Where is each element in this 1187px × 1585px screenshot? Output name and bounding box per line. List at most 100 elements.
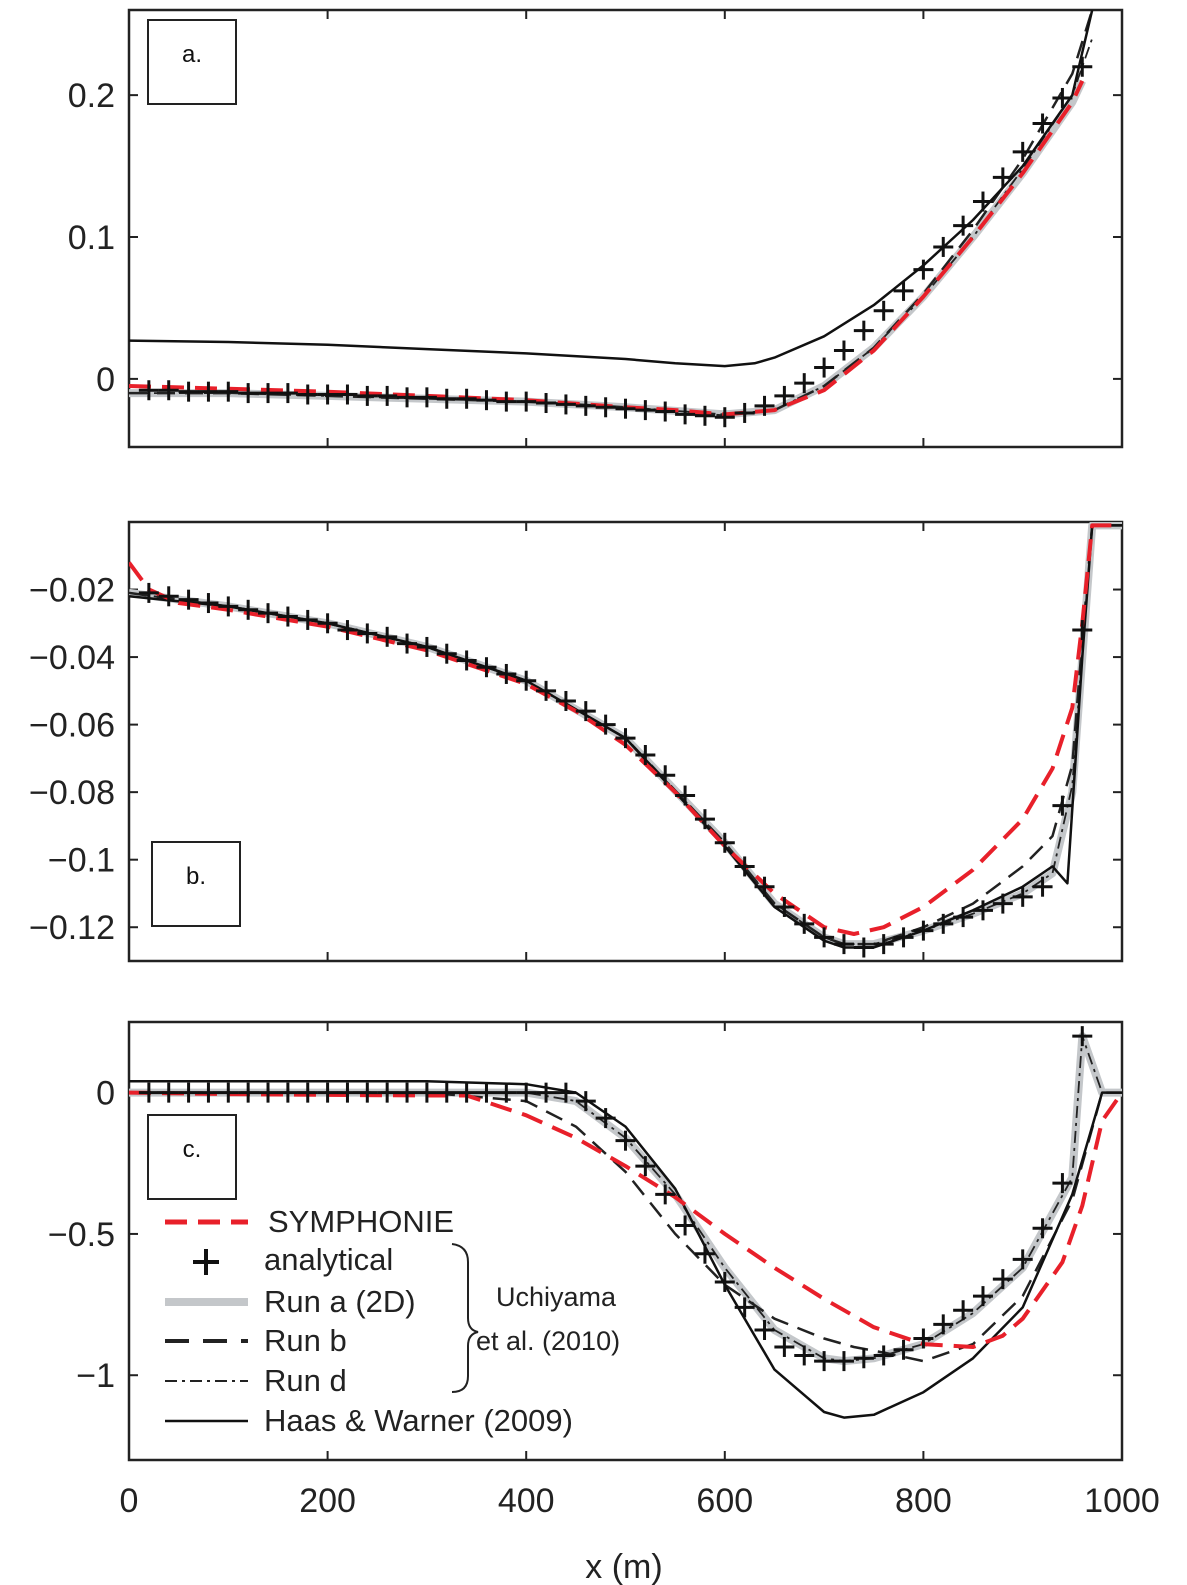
series-group bbox=[129, 10, 1094, 428]
analytical-point bbox=[1032, 876, 1053, 897]
analytical-point bbox=[238, 1082, 259, 1103]
analytical-point bbox=[536, 680, 557, 701]
x-tick-label: 600 bbox=[696, 1482, 753, 1520]
y-tick-label: −0.5 bbox=[48, 1216, 115, 1254]
y-tick-label: −0.12 bbox=[29, 909, 115, 947]
analytical-point bbox=[218, 596, 239, 617]
analytical-point bbox=[714, 832, 735, 853]
analytical-point bbox=[1052, 1173, 1073, 1194]
analytical-point bbox=[1012, 141, 1033, 162]
analytical-point bbox=[456, 650, 477, 671]
analytical-point bbox=[436, 1082, 457, 1103]
y-tick-label: 0.2 bbox=[68, 77, 115, 115]
analytical-point bbox=[675, 1215, 696, 1236]
panel-label-box bbox=[147, 1114, 237, 1200]
analytical-point bbox=[754, 876, 775, 897]
analytical-point bbox=[198, 593, 219, 614]
analytical-point bbox=[655, 401, 676, 422]
analytical-point bbox=[178, 381, 199, 402]
y-tick-label: −0.04 bbox=[29, 639, 115, 677]
analytical-point bbox=[972, 191, 993, 212]
y-tick-label: −0.1 bbox=[48, 842, 115, 880]
analytical-point bbox=[1012, 1249, 1033, 1270]
analytical-point bbox=[178, 589, 199, 610]
analytical-point bbox=[992, 1269, 1013, 1290]
x-tick-label: 0 bbox=[120, 1482, 139, 1520]
analytical-point bbox=[814, 357, 835, 378]
analytical-point bbox=[258, 383, 279, 404]
analytical-point bbox=[655, 1184, 676, 1205]
analytical-point bbox=[615, 1130, 636, 1151]
analytical-point bbox=[416, 387, 437, 408]
analytical-point bbox=[397, 633, 418, 654]
analytical-point bbox=[496, 1082, 517, 1103]
analytical-point bbox=[913, 1328, 934, 1349]
analytical-point bbox=[436, 643, 457, 664]
analytical-point bbox=[635, 400, 656, 421]
axes-frame bbox=[127, 1020, 1124, 1462]
analytical-point bbox=[714, 407, 735, 428]
analytical-point bbox=[555, 1082, 576, 1103]
analytical-point bbox=[536, 393, 557, 414]
analytical-point bbox=[277, 606, 298, 627]
analytical-point bbox=[516, 670, 537, 691]
analytical-point bbox=[694, 405, 715, 426]
series-group bbox=[129, 1026, 1122, 1419]
analytical-point bbox=[635, 745, 656, 766]
analytical-point bbox=[1052, 87, 1073, 108]
legend-label-symphonie: SYMPHONIE bbox=[268, 1204, 454, 1239]
analytical-point bbox=[675, 404, 696, 425]
panel-label-box bbox=[147, 19, 237, 105]
analytical-point bbox=[615, 398, 636, 419]
analytical-point bbox=[694, 1243, 715, 1264]
analytical-point bbox=[953, 215, 974, 236]
analytical-point bbox=[714, 1271, 735, 1292]
analytical-point bbox=[317, 1082, 338, 1103]
analytical-point bbox=[138, 582, 159, 603]
analytical-point bbox=[317, 384, 338, 405]
y-tick-label: −0.06 bbox=[29, 707, 115, 745]
analytical-point bbox=[238, 599, 259, 620]
analytical-point bbox=[992, 893, 1013, 914]
analytical-point bbox=[357, 623, 378, 644]
analytical-point bbox=[218, 1082, 239, 1103]
analytical-point bbox=[933, 1314, 954, 1335]
y-tick-label: −0.02 bbox=[29, 572, 115, 610]
legend-swatch-analytical bbox=[193, 1249, 219, 1275]
y-tick-label: −0.08 bbox=[29, 774, 115, 812]
analytical-point bbox=[456, 388, 477, 409]
series-line-haas-warner-2009 bbox=[129, 10, 1094, 368]
x-tick-label: 200 bbox=[299, 1482, 356, 1520]
analytical-point bbox=[873, 934, 894, 955]
analytical-point bbox=[198, 1082, 219, 1103]
analytical-point bbox=[853, 937, 874, 958]
analytical-point bbox=[397, 387, 418, 408]
analytical-point bbox=[536, 1082, 557, 1103]
analytical-point bbox=[516, 1082, 537, 1103]
analytical-point bbox=[476, 390, 497, 411]
analytical-point bbox=[853, 1348, 874, 1369]
analytical-point bbox=[774, 1336, 795, 1357]
analytical-point bbox=[595, 397, 616, 418]
analytical-point bbox=[675, 785, 696, 806]
legend-label-run-b: Run b bbox=[264, 1323, 347, 1358]
axes-frame bbox=[127, 8, 1124, 449]
analytical-point bbox=[297, 384, 318, 405]
analytical-point bbox=[397, 1082, 418, 1103]
axes-frame bbox=[127, 520, 1124, 963]
analytical-point bbox=[357, 385, 378, 406]
panel-b: −0.02 −0.04 −0.06 −0.08 −0.1 −0.12 b. bbox=[29, 520, 1124, 963]
analytical-point bbox=[337, 620, 358, 641]
legend-label-run-a: Run a (2D) bbox=[264, 1284, 416, 1319]
analytical-point bbox=[1072, 1026, 1093, 1047]
analytical-point bbox=[893, 927, 914, 948]
analytical-point bbox=[933, 913, 954, 934]
y-tick-label: 0.1 bbox=[68, 219, 115, 257]
panel-label-box bbox=[151, 841, 241, 927]
legend-label-analytical: analytical bbox=[264, 1242, 393, 1277]
analytical-point bbox=[833, 934, 854, 955]
analytical-point bbox=[774, 385, 795, 406]
analytical-point bbox=[277, 383, 298, 404]
panel-c: 0 200 400 600 800 1000 0 −0.5 −1 c. bbox=[48, 1020, 1160, 1520]
analytical-point bbox=[178, 1082, 199, 1103]
